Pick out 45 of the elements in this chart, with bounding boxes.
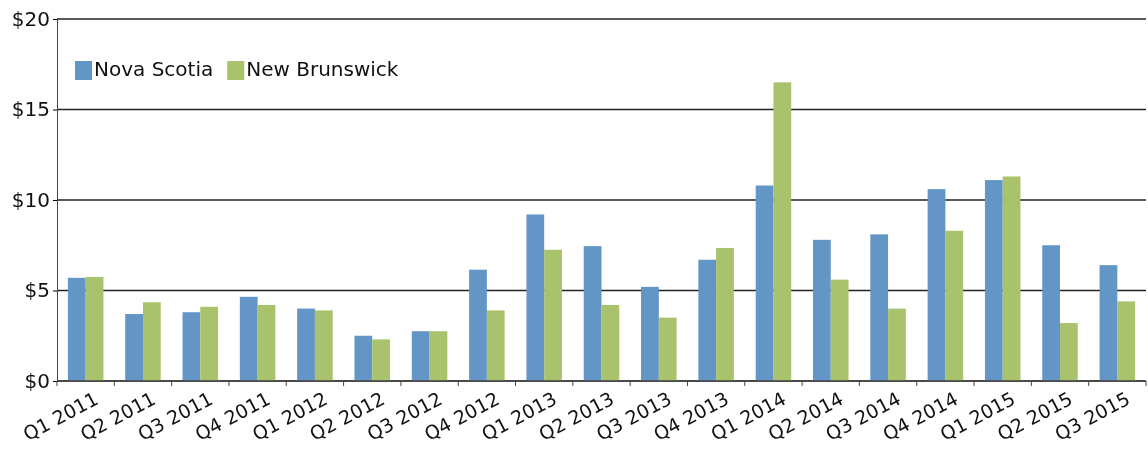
bar [755, 185, 774, 381]
bar [526, 214, 545, 381]
bar [125, 314, 143, 381]
y-tick-label: $5 [24, 278, 50, 303]
bar [830, 279, 849, 381]
bar [429, 331, 448, 381]
y-tick-label: $15 [11, 97, 50, 122]
bar [716, 247, 734, 381]
bar [813, 239, 831, 381]
bar [85, 276, 104, 381]
bar [888, 308, 906, 381]
bar [945, 230, 964, 381]
legend-label: Nova Scotia [94, 57, 214, 81]
bar [870, 234, 889, 381]
legend-label: New Brunswick [246, 57, 399, 81]
bar [469, 269, 487, 381]
bar [1099, 265, 1118, 381]
bar [411, 331, 430, 381]
bar [1117, 301, 1136, 381]
bar [200, 306, 219, 381]
bar [142, 302, 161, 381]
bar [927, 189, 946, 381]
bar [601, 304, 620, 381]
y-tick-label: $20 [11, 6, 50, 31]
bar [297, 308, 315, 381]
bar [1002, 176, 1021, 381]
bar [773, 82, 792, 381]
y-tick-label: $10 [11, 187, 50, 212]
bar [354, 335, 373, 381]
bar [658, 317, 677, 381]
bar [486, 310, 505, 381]
bar [1042, 245, 1061, 381]
bar [257, 304, 276, 381]
bar [641, 286, 659, 381]
bar [372, 339, 390, 381]
bar [698, 259, 717, 381]
bar [314, 310, 333, 381]
bar [984, 180, 1003, 381]
bar [182, 312, 201, 381]
bar [67, 277, 86, 381]
bar [1060, 323, 1078, 381]
bar [583, 246, 602, 381]
y-tick-label: $0 [24, 368, 50, 393]
bar [239, 296, 258, 381]
bar [544, 249, 562, 381]
